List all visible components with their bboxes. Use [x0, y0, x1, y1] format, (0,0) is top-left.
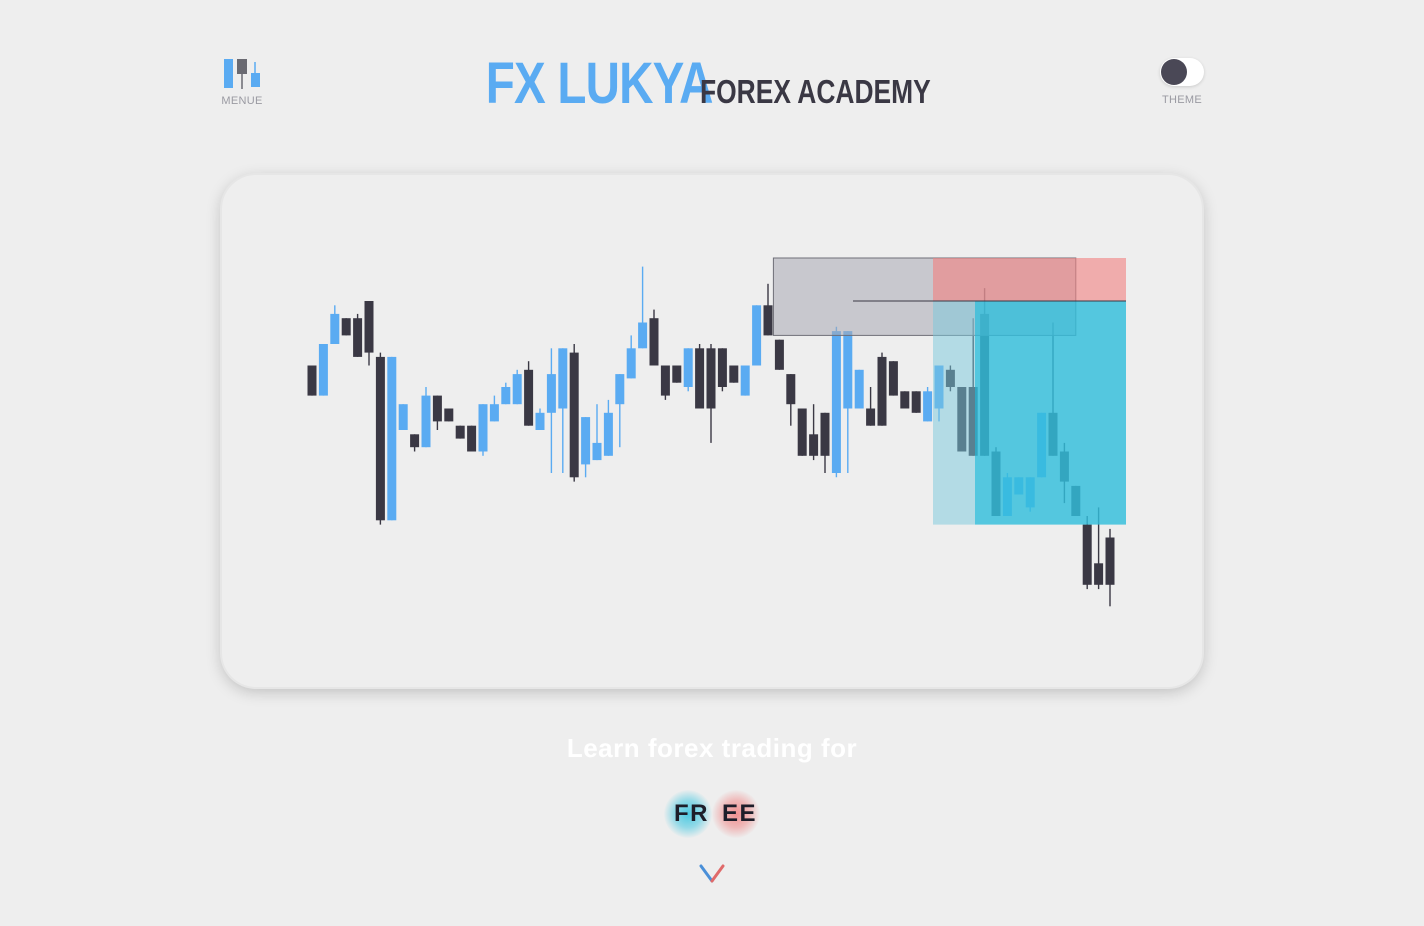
free-highlight: FR EE [662, 786, 762, 842]
candle-body [444, 408, 454, 422]
candle-body [546, 374, 556, 413]
candle-body [501, 387, 511, 405]
candle-body [877, 356, 887, 426]
free-text-left: FR [674, 800, 709, 827]
candle-body [831, 331, 841, 473]
candle-body [421, 395, 431, 448]
candle-body [740, 365, 750, 396]
candle-body [683, 348, 693, 387]
candle-body [318, 344, 328, 396]
theme-label: THEME [1162, 94, 1202, 106]
candle-body [638, 322, 648, 349]
candle-body [649, 318, 659, 366]
candle-body [672, 365, 682, 383]
candle-body [307, 365, 317, 396]
candle-body [923, 391, 933, 422]
candle-body [717, 348, 727, 387]
candle-body [695, 348, 705, 409]
candle-body [820, 412, 830, 456]
candle-body [900, 391, 910, 409]
candle-body [364, 301, 374, 353]
candle-body [797, 408, 807, 456]
brand-logo: FX LUKYA FOREX ACADEMY [0, 50, 1424, 117]
candle-body [786, 374, 796, 405]
glow-blue [664, 790, 712, 838]
chart-card [222, 175, 1202, 687]
candle-body [398, 404, 408, 430]
brand-name: FX LUKYA [485, 51, 714, 116]
candle-body [353, 318, 363, 357]
candle-body [535, 412, 545, 430]
stop-loss-zone [933, 258, 1126, 301]
candle-body [888, 361, 898, 396]
candle-body [330, 313, 340, 344]
candle-body [706, 348, 716, 409]
candle-body [592, 442, 602, 461]
candle-body [524, 369, 534, 426]
toggle-switch-icon [1160, 58, 1204, 86]
hero-tagline: Learn forex trading for [566, 733, 858, 763]
candlestick-menu-icon [224, 59, 260, 89]
candle-body [1094, 563, 1104, 585]
candle-body [729, 365, 739, 383]
candle-body [581, 417, 591, 465]
candle-body [455, 425, 465, 439]
candle-body [489, 404, 499, 422]
chevron-down-icon [699, 864, 725, 883]
candle-body [478, 404, 488, 452]
theme-toggle-button[interactable]: THEME [1156, 56, 1212, 112]
candle-body [626, 348, 636, 379]
candle-body [375, 356, 385, 521]
candle-body [1082, 524, 1092, 585]
candle-body [843, 331, 853, 409]
candlestick-chart [307, 257, 1126, 607]
candle-body [911, 391, 921, 413]
candle-body [387, 356, 397, 521]
candle-body [603, 412, 613, 456]
candle-body [1105, 537, 1115, 585]
brand-tagline: FOREX ACADEMY [699, 73, 931, 110]
menu-label: MENUE [221, 95, 263, 107]
candle-body [432, 395, 442, 422]
candle-body [569, 352, 579, 478]
candle-body [660, 365, 670, 396]
candle-body [752, 305, 762, 366]
toggle-knob [1161, 59, 1187, 85]
candle-body [410, 434, 420, 448]
candle-body [809, 434, 819, 456]
candle-body [763, 305, 773, 336]
candle-body [341, 318, 351, 336]
candle-body [615, 374, 625, 405]
candle-body [467, 425, 477, 452]
scroll-down-button[interactable] [696, 858, 728, 886]
candle-body [866, 408, 876, 426]
take-profit-zone-light [933, 301, 975, 525]
candle-body [512, 374, 522, 405]
take-profit-zone [975, 301, 1126, 525]
candle-body [854, 369, 864, 409]
glow-red [712, 790, 760, 838]
candle-body [774, 339, 784, 370]
candle-body [558, 348, 568, 409]
free-text-right: EE [722, 800, 758, 827]
menu-button[interactable]: MENUE [218, 56, 266, 112]
